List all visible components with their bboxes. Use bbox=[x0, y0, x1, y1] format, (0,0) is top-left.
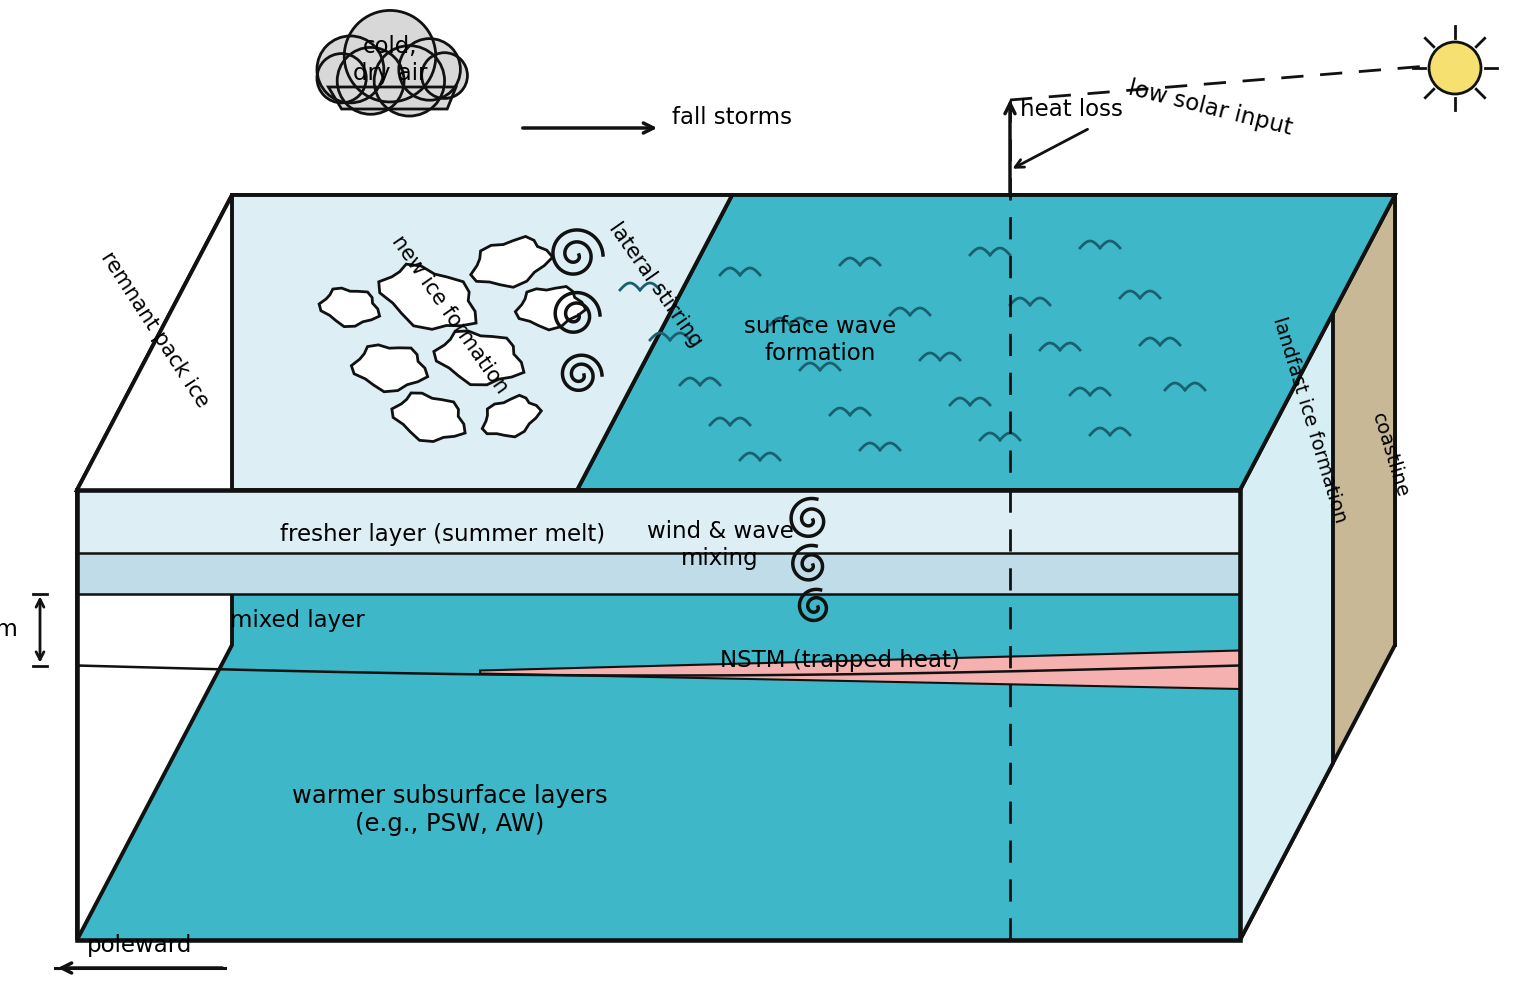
Polygon shape bbox=[392, 393, 464, 442]
Text: warmer subsurface layers
(e.g., PSW, AW): warmer subsurface layers (e.g., PSW, AW) bbox=[292, 784, 608, 836]
Text: landfast ice formation: landfast ice formation bbox=[1269, 315, 1350, 525]
Text: remnant pack ice: remnant pack ice bbox=[97, 248, 212, 412]
Circle shape bbox=[398, 39, 460, 100]
Polygon shape bbox=[1240, 195, 1395, 940]
Text: fresher layer (summer melt): fresher layer (summer melt) bbox=[280, 524, 604, 546]
Polygon shape bbox=[318, 288, 380, 327]
Polygon shape bbox=[77, 195, 232, 940]
Text: surface wave
formation: surface wave formation bbox=[744, 315, 897, 365]
Text: low solar input: low solar input bbox=[1126, 77, 1295, 139]
Polygon shape bbox=[483, 395, 541, 437]
Text: fall storms: fall storms bbox=[672, 106, 792, 129]
Text: poleward: poleward bbox=[88, 934, 192, 957]
Circle shape bbox=[421, 53, 468, 98]
Polygon shape bbox=[515, 286, 586, 330]
Text: NSTM (trapped heat): NSTM (trapped heat) bbox=[720, 648, 960, 672]
Circle shape bbox=[345, 10, 435, 102]
Polygon shape bbox=[329, 87, 455, 109]
Polygon shape bbox=[232, 195, 1395, 645]
Polygon shape bbox=[77, 490, 1240, 553]
Polygon shape bbox=[577, 195, 1395, 490]
Text: cold,
dry air: cold, dry air bbox=[352, 35, 428, 85]
Text: lateral stirring: lateral stirring bbox=[604, 219, 706, 351]
Polygon shape bbox=[77, 553, 1240, 593]
Polygon shape bbox=[351, 345, 428, 392]
Circle shape bbox=[317, 54, 366, 103]
Polygon shape bbox=[1240, 313, 1333, 940]
Polygon shape bbox=[434, 331, 524, 385]
Text: new ice formation: new ice formation bbox=[388, 232, 512, 398]
Circle shape bbox=[317, 36, 384, 103]
Polygon shape bbox=[471, 236, 552, 287]
Text: ~20 m: ~20 m bbox=[0, 618, 18, 641]
Polygon shape bbox=[480, 650, 1240, 689]
Polygon shape bbox=[77, 195, 732, 490]
Text: coastline: coastline bbox=[1369, 410, 1412, 500]
Text: heat loss: heat loss bbox=[1020, 99, 1123, 121]
Polygon shape bbox=[77, 490, 1240, 940]
Polygon shape bbox=[378, 264, 477, 329]
Circle shape bbox=[374, 46, 444, 116]
Circle shape bbox=[337, 47, 404, 114]
Text: mixed layer: mixed layer bbox=[231, 608, 365, 632]
Circle shape bbox=[1429, 42, 1481, 94]
Text: wind & wave
mixing: wind & wave mixing bbox=[646, 520, 794, 570]
